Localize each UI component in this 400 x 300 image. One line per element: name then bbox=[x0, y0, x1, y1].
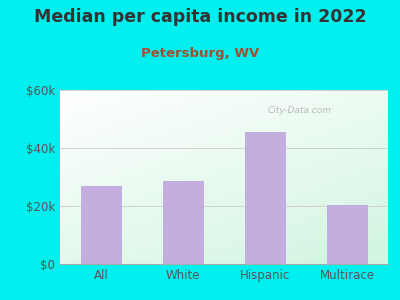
Text: City-Data.com: City-Data.com bbox=[268, 106, 332, 116]
Text: Median per capita income in 2022: Median per capita income in 2022 bbox=[34, 8, 366, 26]
Bar bbox=[162, 181, 204, 264]
Bar bbox=[326, 205, 368, 264]
Text: Petersburg, WV: Petersburg, WV bbox=[141, 46, 259, 59]
Bar bbox=[80, 186, 122, 264]
Bar bbox=[244, 132, 286, 264]
